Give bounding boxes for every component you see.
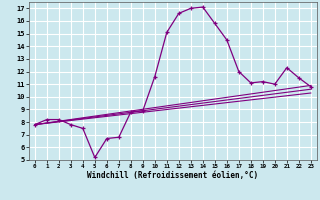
X-axis label: Windchill (Refroidissement éolien,°C): Windchill (Refroidissement éolien,°C) — [87, 171, 258, 180]
